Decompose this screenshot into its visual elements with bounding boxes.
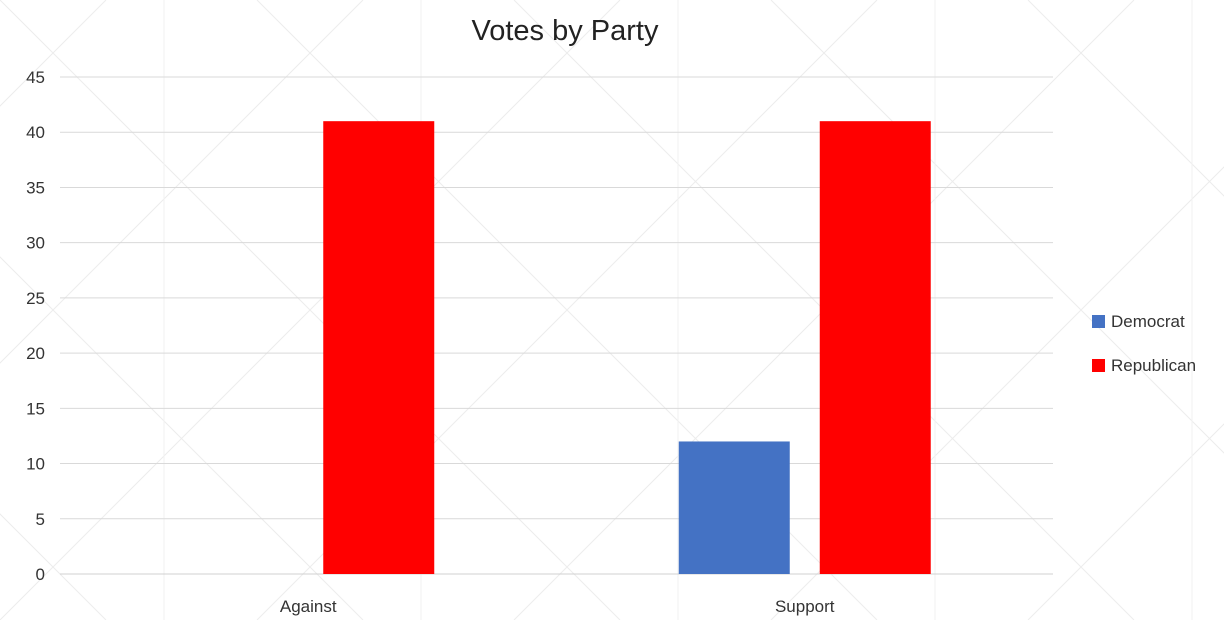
legend-swatch-democrat xyxy=(1092,315,1105,328)
x-axis-ticks: Against Support xyxy=(280,597,835,616)
legend-label-democrat: Democrat xyxy=(1111,312,1185,331)
y-tick-label: 25 xyxy=(26,289,45,308)
bg-diagonal-line xyxy=(0,0,107,107)
y-tick-label: 20 xyxy=(26,344,45,363)
y-tick-label: 5 xyxy=(36,510,45,529)
y-tick-label: 45 xyxy=(26,68,45,87)
bg-diagonal-line xyxy=(1027,423,1224,620)
y-tick-label: 10 xyxy=(26,455,45,474)
y-tick-label: 15 xyxy=(26,399,45,418)
bar-republican-against xyxy=(323,121,435,574)
x-tick-label: Support xyxy=(775,597,835,616)
bg-diagonal-line xyxy=(0,513,107,620)
bg-diagonal-line xyxy=(0,0,364,364)
legend: Democrat Republican xyxy=(1092,312,1196,375)
y-tick-label: 40 xyxy=(26,123,45,142)
bar-democrat-support xyxy=(678,441,790,574)
legend-label-republican: Republican xyxy=(1111,356,1196,375)
y-tick-label: 35 xyxy=(26,178,45,197)
bg-diagonal-line xyxy=(0,256,364,620)
bg-diagonal-line xyxy=(0,0,621,620)
bar-republican-support xyxy=(819,121,931,574)
bg-diagonal-line xyxy=(1027,0,1224,197)
y-tick-label: 0 xyxy=(36,565,45,584)
y-axis-ticks: 0 5 10 15 20 25 30 35 40 45 xyxy=(26,68,45,584)
legend-swatch-republican xyxy=(1092,359,1105,372)
x-tick-label: Against xyxy=(280,597,337,616)
y-tick-label: 30 xyxy=(26,234,45,253)
bars xyxy=(323,121,931,574)
chart-title: Votes by Party xyxy=(472,15,659,47)
